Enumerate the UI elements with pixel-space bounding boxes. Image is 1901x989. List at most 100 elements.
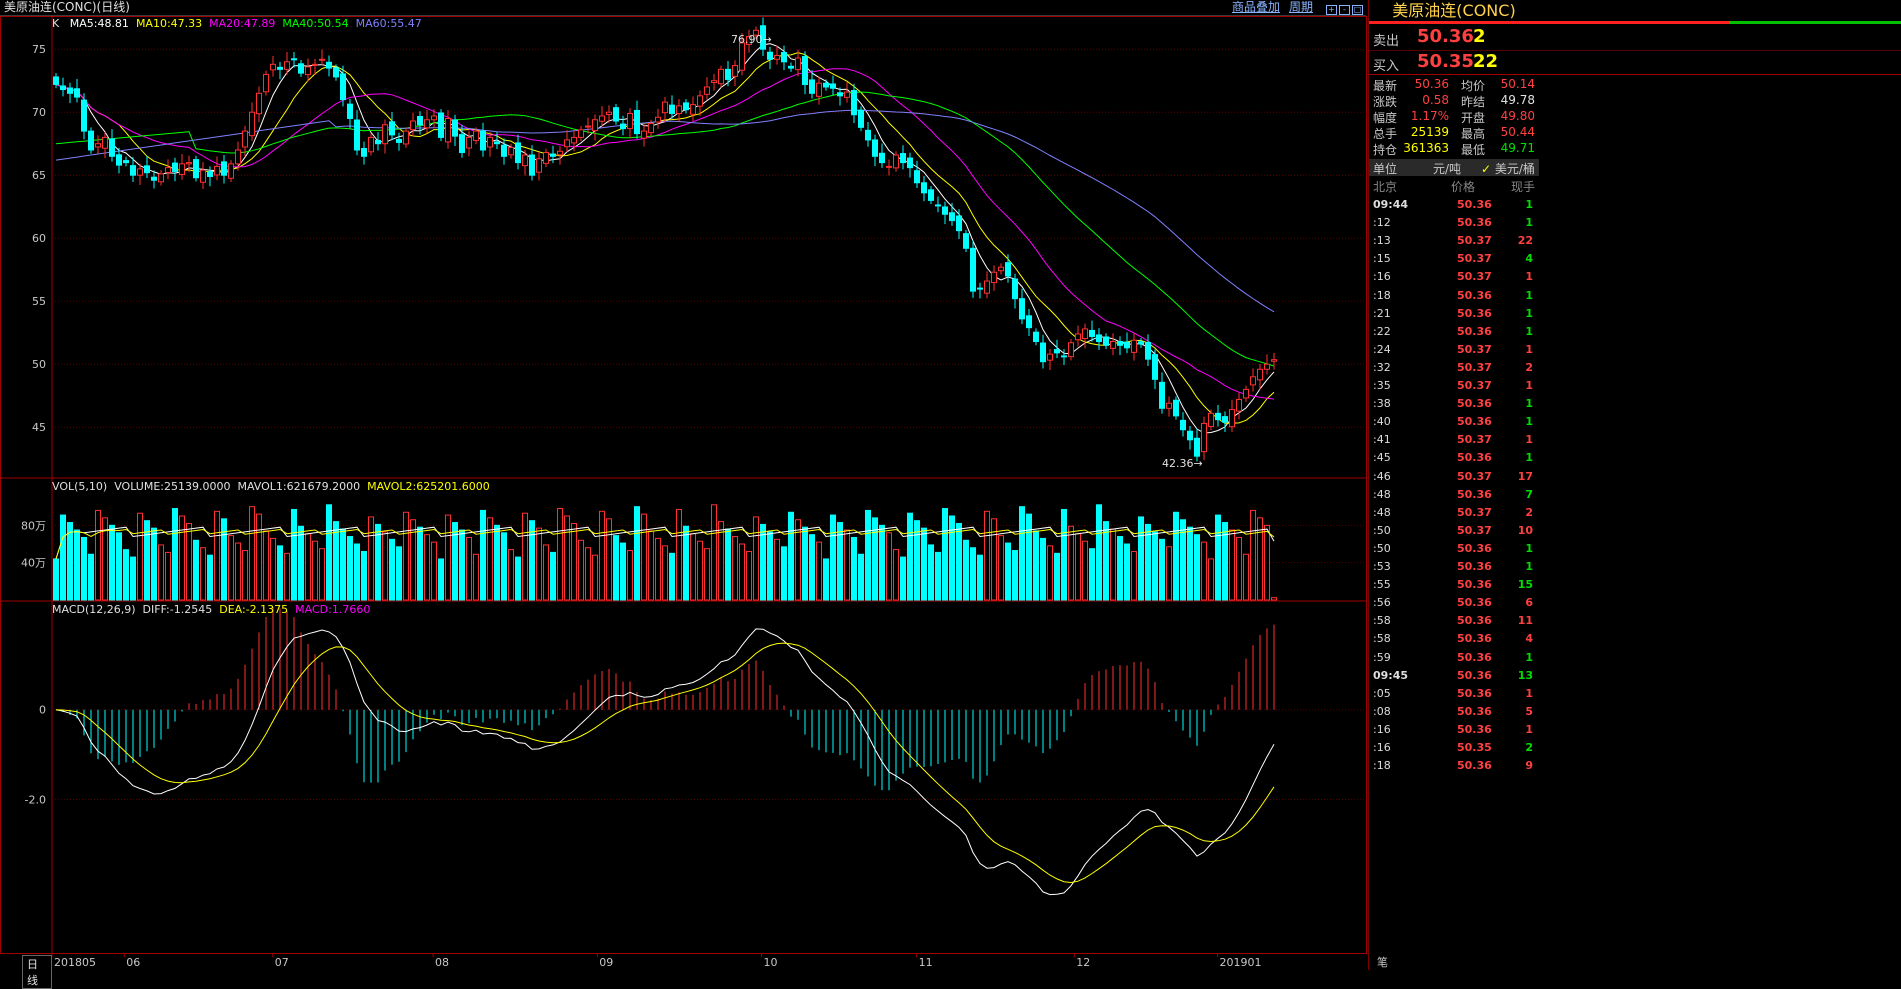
volume-bar (963, 539, 969, 601)
volume-bar (732, 536, 738, 601)
volume-bar (1131, 550, 1137, 601)
vol-tick-label: 80万 (21, 519, 46, 532)
commodity-overlay-link[interactable]: 商品叠加 (1232, 0, 1281, 14)
x-tick-label: 11 (919, 956, 933, 969)
candle-body (1264, 363, 1270, 370)
volume-bar (200, 547, 206, 601)
tick-qty: 1 (1525, 650, 1533, 664)
macd-label: MACD(12,26,9) (52, 603, 136, 616)
candle-body (893, 154, 899, 169)
tick-qty: 2 (1525, 360, 1533, 374)
volume-bar (1257, 517, 1263, 601)
candle-body (452, 119, 458, 137)
candle-body (431, 115, 437, 121)
candle-body (109, 138, 115, 157)
daily-tab-label[interactable]: 日线 (22, 955, 52, 989)
zoom-in-icon[interactable]: + (1326, 5, 1337, 15)
x-tick-label: 08 (435, 956, 449, 969)
tick-price: 50.35 (1457, 741, 1492, 754)
tick-row: :46 50.37 17 (1369, 467, 1539, 485)
tick-qty: 2 (1525, 505, 1533, 519)
candle-body (228, 163, 234, 179)
candle-body (144, 165, 150, 174)
tick-row: :08 50.36 5 (1369, 702, 1539, 720)
volume-bar (1208, 558, 1214, 601)
volume-bar (221, 518, 227, 601)
tick-time: :58 (1373, 632, 1391, 646)
volume-bar (1187, 526, 1193, 601)
mavol-line (55, 526, 1275, 560)
buy-qty: 22 (1473, 51, 1499, 72)
candle-body (130, 165, 136, 176)
volume-bar (1264, 524, 1270, 601)
candle-body (361, 147, 367, 157)
price-tick-label: 70 (32, 106, 46, 119)
buy-label: 买入 (1373, 59, 1400, 74)
tick-row: 09:45 50.36 13 (1369, 666, 1539, 684)
kline-chart[interactable]: 75 70 65 60 55 50 45 80万 40万 0 -2.0 201805 06 07 08 09 1… (0, 16, 1367, 970)
volume-bar (942, 508, 948, 601)
candle-body (690, 104, 696, 115)
daily-tab[interactable]: 日线 (0, 954, 52, 989)
candle-body (606, 111, 612, 115)
candle-body (312, 63, 318, 66)
volume-bar (67, 522, 73, 601)
diff-value: DIFF:-1.2545 (142, 603, 213, 616)
volume-bar (564, 515, 570, 601)
tick-time: :58 (1373, 614, 1391, 628)
tick-row: :24 50.37 1 (1369, 340, 1539, 358)
tick-price: 50.37 (1457, 505, 1492, 519)
fullscreen-icon[interactable]: □ (1352, 5, 1363, 15)
zoom-out-icon[interactable]: - (1339, 5, 1350, 15)
tick-time: :38 (1373, 397, 1391, 411)
tick-qty: 4 (1525, 632, 1533, 646)
tick-time: :32 (1373, 360, 1391, 374)
volume-bar (347, 536, 353, 601)
low-price-note: 42.36→ (1162, 457, 1203, 470)
tick-time: :55 (1373, 578, 1391, 592)
quote-panel: 美原油连(CONC) 卖出 50.36 2 买入 50.35 22 最新 50.3… (1368, 0, 1901, 970)
tick-row: :35 50.37 1 (1369, 376, 1539, 394)
candle-body (1271, 359, 1277, 362)
candle-body (151, 176, 157, 181)
period-link[interactable]: 周期 (1289, 0, 1314, 14)
tick-price: 50.36 (1457, 541, 1492, 555)
candle-body (270, 63, 276, 71)
candle-body (466, 136, 472, 149)
volume-bar (1173, 511, 1179, 601)
volume-bar (1075, 533, 1081, 601)
candle-body (438, 112, 444, 138)
candle-body (991, 271, 997, 284)
tick-qty: 1 (1525, 379, 1533, 392)
candle-body (340, 73, 346, 101)
tick-qty: 17 (1517, 469, 1533, 483)
tick-price: 50.36 (1457, 704, 1492, 718)
tick-price: 50.36 (1457, 578, 1492, 592)
diff-line (55, 628, 1275, 896)
unit-cny-option[interactable]: 元/吨 (1433, 162, 1462, 176)
volume-bar (914, 520, 920, 601)
volume-bar (1243, 553, 1249, 601)
unit-usd-option[interactable]: ✓ 美元/桶 (1481, 162, 1535, 176)
candle-body (396, 138, 402, 143)
candle-body (1124, 341, 1130, 349)
candle-body (186, 162, 192, 165)
candle-body (1250, 376, 1256, 386)
candle-body (1166, 402, 1172, 409)
volume-bar (1061, 508, 1067, 601)
candle-body (739, 42, 745, 71)
volume-bar (907, 512, 913, 601)
volume-bar (676, 508, 682, 601)
volume-bar (669, 552, 675, 601)
volume-bar (879, 524, 885, 601)
volume-bar (704, 548, 710, 601)
tick-row: :12 50.36 1 (1369, 213, 1539, 231)
volume-bar (361, 550, 367, 601)
volume-bar (186, 522, 192, 601)
mavol-line (55, 528, 1275, 560)
volume-bar (109, 524, 115, 601)
candle-body (179, 163, 185, 175)
volume-bar (557, 508, 563, 601)
chart-title: 美原油连(CONC)(日线) (4, 0, 130, 14)
tick-tab[interactable]: 笔 (1377, 956, 1388, 969)
